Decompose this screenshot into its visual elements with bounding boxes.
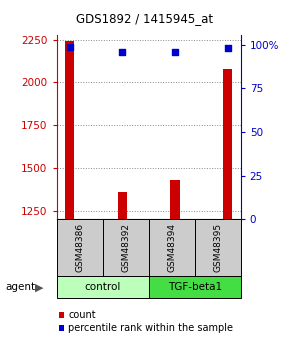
Text: ▶: ▶ bbox=[35, 282, 44, 292]
Point bbox=[225, 46, 230, 51]
Point bbox=[67, 44, 72, 49]
Text: GSM48386: GSM48386 bbox=[75, 223, 84, 272]
Text: TGF-beta1: TGF-beta1 bbox=[168, 282, 222, 292]
Text: GSM48392: GSM48392 bbox=[121, 223, 130, 272]
Point bbox=[120, 49, 125, 55]
Text: GSM48394: GSM48394 bbox=[167, 223, 176, 272]
Bar bbox=[117, 192, 127, 345]
Text: control: control bbox=[84, 282, 121, 292]
Text: GDS1892 / 1415945_at: GDS1892 / 1415945_at bbox=[77, 12, 213, 26]
Text: percentile rank within the sample: percentile rank within the sample bbox=[68, 323, 233, 333]
Bar bbox=[170, 180, 180, 345]
Point bbox=[173, 49, 177, 55]
Text: GSM48395: GSM48395 bbox=[213, 223, 222, 272]
Bar bbox=[223, 69, 232, 345]
Text: agent: agent bbox=[6, 282, 36, 292]
Text: count: count bbox=[68, 310, 96, 320]
Bar bbox=[65, 41, 75, 345]
